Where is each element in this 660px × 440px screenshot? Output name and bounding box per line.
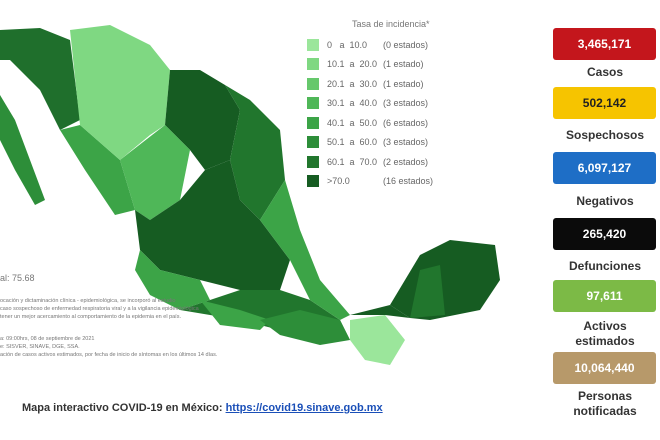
legend-item: 40.1 a 50.0 (6 estados) — [307, 116, 428, 129]
stat-value: 502,142 — [553, 87, 656, 119]
map-campeche — [410, 265, 445, 318]
note: caso sospechoso de enfermedad respirator… — [0, 306, 199, 312]
map-north-west — [0, 28, 80, 130]
legend-count: (0 estados) — [383, 39, 429, 50]
legend-count: (1 estado) — [383, 59, 424, 69]
legend-swatch — [307, 38, 319, 51]
map-yucatan — [390, 240, 500, 320]
legend-title: Tasa de incidencia* — [352, 19, 430, 29]
note: ación de casos activos estimados, por fe… — [0, 352, 218, 358]
legend-range: 50.1 a 60.0 — [327, 137, 378, 147]
map-baja — [0, 95, 45, 205]
legend-range: 40.1 a 50.0 — [327, 117, 378, 128]
stat-label: Casos — [586, 65, 624, 79]
legend-item: >70.0 (16 estados) — [307, 175, 433, 188]
stat-value: 265,420 — [553, 218, 656, 250]
map-nuevo-leon — [225, 85, 285, 220]
legend-range: 0 a 10.0 — [327, 39, 368, 50]
stat-label: Negativos — [576, 194, 634, 208]
note: e: SISVER, SINAVE, DGE, SSA. — [0, 344, 80, 350]
legend-item: 20.1 a 30.0 (1 estado) — [307, 77, 424, 90]
map-chiapas — [350, 315, 405, 365]
legend-swatch — [307, 116, 319, 129]
legend-count: (16 estados) — [383, 176, 434, 186]
map-jalisco — [135, 250, 210, 310]
map-durango — [120, 125, 190, 220]
legend-swatch — [307, 77, 319, 90]
legend-range: 10.1 a 20.0 — [327, 59, 378, 69]
map-sonora — [60, 125, 135, 215]
legend-count: (3 estados) — [383, 98, 429, 108]
legend-item: 10.1 a 20.0 (1 estado) — [307, 58, 424, 71]
stat-label: Defunciones — [568, 259, 641, 273]
legend-range: 20.1 a 30.0 — [327, 78, 378, 89]
legend-count: (2 estados) — [383, 156, 429, 167]
footer-link[interactable]: https://covid19.sinave.gob.mx — [225, 402, 383, 414]
map-chihuahua — [70, 25, 170, 160]
legend-swatch — [307, 175, 319, 187]
map-guerrero — [200, 300, 270, 330]
note: ocación y dictaminación clínica - epidem… — [0, 298, 176, 304]
average: al: 75.68 — [0, 273, 35, 283]
stat-value: 97,611 — [553, 280, 656, 312]
legend-swatch — [307, 97, 319, 109]
map-oaxaca — [260, 310, 350, 345]
legend-item: 30.1 a 40.0 (3 estados) — [307, 97, 428, 110]
stat-value: 3,465,171 — [553, 28, 656, 60]
map — [0, 25, 500, 365]
legend-item: 50.1 a 60.0 (3 estados) — [307, 136, 428, 149]
legend-count: (3 estados) — [383, 137, 429, 147]
stat-label: Activos estimados — [575, 319, 635, 348]
note: a: 09:00hrs, 08 de septiembre de 2021 — [0, 336, 95, 342]
legend-range: >70.0 — [327, 176, 350, 186]
footer: Mapa interactivo COVID-19 en México: htt… — [22, 402, 383, 414]
map-veracruz — [260, 180, 350, 320]
stat-value: 6,097,127 — [553, 152, 656, 184]
stat-label: Personas notificadas — [573, 389, 637, 418]
legend-range: 60.1 a 70.0 — [327, 156, 378, 167]
legend-range: 30.1 a 40.0 — [327, 98, 378, 108]
stat-value: 10,064,440 — [553, 352, 656, 384]
legend-item: 60.1 a 70.0 (2 estados) — [307, 155, 428, 168]
legend-swatch — [307, 58, 319, 70]
legend-swatch — [307, 155, 319, 168]
legend-item: 0 a 10.0 (0 estados) — [307, 38, 428, 51]
legend-count: (6 estados) — [383, 117, 429, 128]
stat-label: Sospechosos — [565, 128, 645, 142]
footer-text: Mapa interactivo COVID-19 en México: — [22, 402, 226, 414]
legend-count: (1 estado) — [383, 78, 424, 89]
note: tener un mejor acercamiento al comportam… — [0, 314, 181, 320]
map-coahuila — [165, 70, 240, 170]
legend-swatch — [307, 136, 319, 148]
map-center — [135, 160, 290, 290]
